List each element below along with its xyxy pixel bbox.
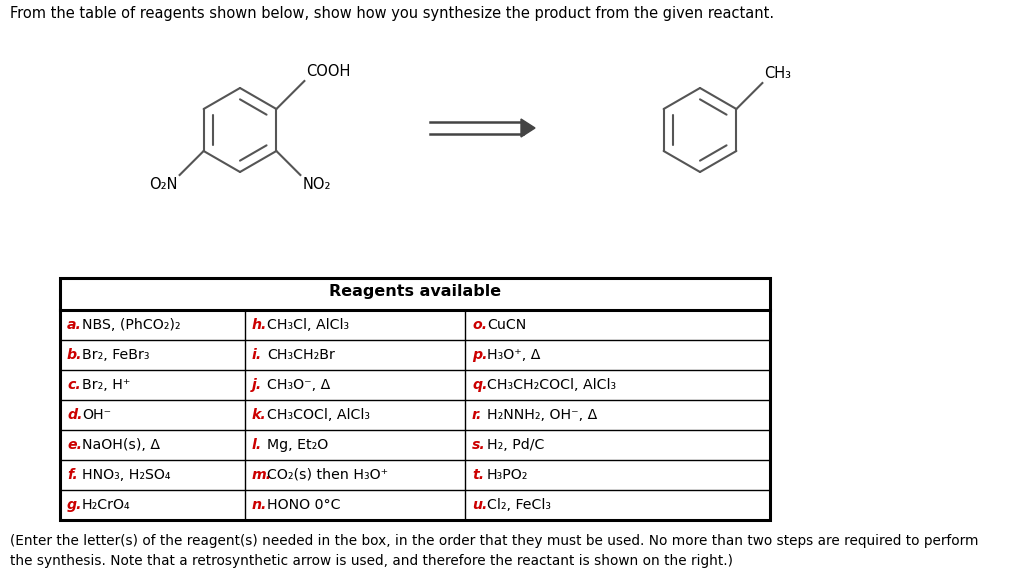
Text: CH₃O⁻, Δ: CH₃O⁻, Δ (267, 378, 331, 392)
Text: OH⁻: OH⁻ (82, 408, 112, 422)
Text: HNO₃, H₂SO₄: HNO₃, H₂SO₄ (82, 468, 171, 482)
Text: j.: j. (252, 378, 262, 392)
Text: H₂NNH₂, OH⁻, Δ: H₂NNH₂, OH⁻, Δ (487, 408, 597, 422)
Text: q.: q. (472, 378, 487, 392)
Text: CH₃CH₂COCl, AlCl₃: CH₃CH₂COCl, AlCl₃ (487, 378, 616, 392)
Text: From the table of reagents shown below, show how you synthesize the product from: From the table of reagents shown below, … (10, 6, 774, 21)
Text: k.: k. (252, 408, 266, 422)
Text: CH₃CH₂Br: CH₃CH₂Br (267, 348, 335, 362)
Text: l.: l. (252, 438, 262, 452)
Text: NaOH(s), Δ: NaOH(s), Δ (82, 438, 160, 452)
Text: u.: u. (472, 498, 487, 512)
Text: g.: g. (67, 498, 83, 512)
Text: t.: t. (472, 468, 484, 482)
Text: NO₂: NO₂ (302, 177, 331, 192)
Text: r.: r. (472, 408, 482, 422)
Text: a.: a. (67, 318, 82, 332)
Text: H₂, Pd/C: H₂, Pd/C (487, 438, 545, 452)
Text: O₂N: O₂N (150, 177, 177, 192)
Text: d.: d. (67, 408, 83, 422)
Text: e.: e. (67, 438, 82, 452)
Text: HONO 0°C: HONO 0°C (267, 498, 341, 512)
Text: o.: o. (472, 318, 487, 332)
Text: CH₃Cl, AlCl₃: CH₃Cl, AlCl₃ (267, 318, 349, 332)
Text: i.: i. (252, 348, 262, 362)
Text: CuCN: CuCN (487, 318, 526, 332)
Text: H₃O⁺, Δ: H₃O⁺, Δ (487, 348, 541, 362)
Text: s.: s. (472, 438, 485, 452)
Text: Br₂, FeBr₃: Br₂, FeBr₃ (82, 348, 150, 362)
Text: Reagents available: Reagents available (329, 284, 501, 299)
Polygon shape (521, 119, 535, 137)
Text: NBS, (PhCO₂)₂: NBS, (PhCO₂)₂ (82, 318, 180, 332)
Text: c.: c. (67, 378, 81, 392)
Text: Cl₂, FeCl₃: Cl₂, FeCl₃ (487, 498, 551, 512)
Text: b.: b. (67, 348, 83, 362)
Text: n.: n. (252, 498, 267, 512)
Text: CH₃COCl, AlCl₃: CH₃COCl, AlCl₃ (267, 408, 370, 422)
Text: p.: p. (472, 348, 487, 362)
Text: H₃PO₂: H₃PO₂ (487, 468, 528, 482)
Text: (Enter the letter(s) of the reagent(s) needed in the box, in the order that they: (Enter the letter(s) of the reagent(s) n… (10, 534, 979, 568)
Text: m.: m. (252, 468, 272, 482)
Text: COOH: COOH (306, 64, 351, 79)
Text: CO₂(s) then H₃O⁺: CO₂(s) then H₃O⁺ (267, 468, 388, 482)
Text: Mg, Et₂O: Mg, Et₂O (267, 438, 329, 452)
Text: H₂CrO₄: H₂CrO₄ (82, 498, 131, 512)
Text: CH₃: CH₃ (764, 66, 792, 81)
Text: f.: f. (67, 468, 78, 482)
Text: Br₂, H⁺: Br₂, H⁺ (82, 378, 130, 392)
Text: h.: h. (252, 318, 267, 332)
Bar (60, 278, 770, 520)
